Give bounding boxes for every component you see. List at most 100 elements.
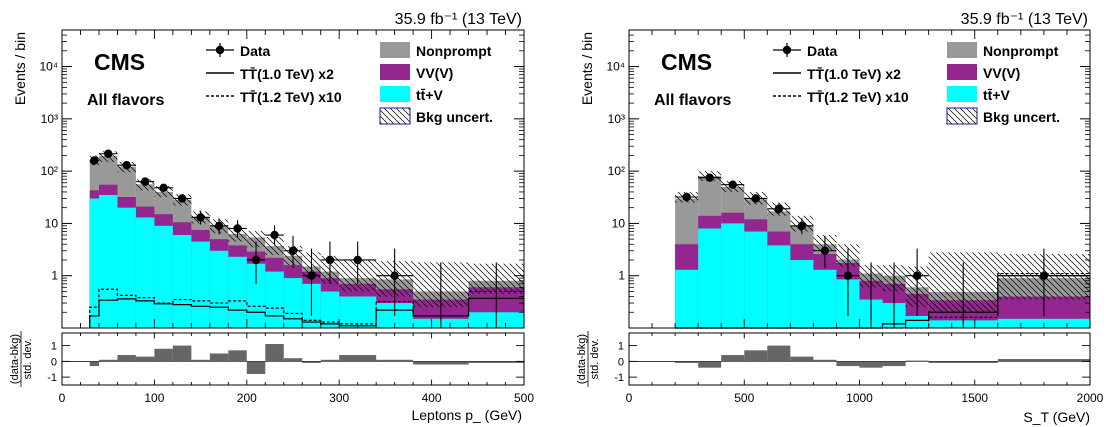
stack-bar-ttv [172, 235, 192, 328]
y-tick-label: 10³ [608, 112, 625, 126]
stack-bar-ttv [767, 245, 791, 328]
y-tick-label: 10³ [41, 112, 58, 126]
ratio-bar [698, 361, 722, 368]
ratio-y-tick-label: 1 [51, 341, 57, 353]
stack-bar-ttv [744, 231, 768, 328]
legend-data-marker [782, 45, 792, 55]
data-point [122, 160, 131, 170]
ratio-y-label: (data-bkg) std. dev. [576, 331, 601, 387]
legend-signal2-label: TT̄(1.2 TeV) x10 [807, 88, 909, 105]
data-point [751, 194, 760, 203]
ratio-bar [302, 361, 321, 363]
legend-signal2-label: TT̄(1.2 TeV) x10 [240, 88, 342, 105]
lumi-header: 35.9 fb⁻¹ (13 TeV) [961, 11, 1088, 28]
legend-signal1-label: TT̄(1.0 TeV) x2 [240, 65, 334, 82]
legend-bkg3-label: tt̄+V [416, 87, 444, 103]
legend-bkg1-label: Nonprompt [983, 43, 1059, 59]
x-tick-label: 1000 [846, 391, 873, 405]
legend-bkg2-swatch [947, 64, 977, 80]
stack-bar-ttv [721, 223, 745, 328]
data-point [325, 255, 335, 265]
ratio-bar [376, 359, 414, 362]
ratio-y-label-bottom: std. dev. [589, 339, 601, 380]
stack-bar-ttv [283, 278, 303, 328]
ratio-y-tick-label: -1 [47, 372, 57, 384]
ratio-bar [905, 360, 929, 362]
legend-data-marker [215, 45, 225, 55]
stack-bar-ttv [813, 269, 837, 328]
y-tick-label: 10⁴ [39, 60, 58, 74]
x-tick-label: 500 [514, 391, 534, 405]
stack-bar-ttv [209, 250, 229, 328]
cms-label: CMS [94, 49, 145, 75]
x-axis-label: S_T (GeV) [1023, 409, 1090, 425]
legend-bkg3-swatch [947, 86, 977, 102]
data-point [196, 213, 205, 222]
y-axis-label: Events / bin [12, 32, 28, 105]
cms-label: CMS [661, 49, 712, 75]
channel-label: All flavors [87, 92, 164, 109]
ratio-frame [628, 332, 1091, 386]
ratio-bar [89, 361, 99, 367]
data-point [774, 204, 784, 214]
ratio-y-label-top: (data-bkg) [576, 334, 588, 384]
legend-data-label: Data [807, 43, 838, 59]
data-point [214, 221, 224, 231]
ratio-bar [339, 355, 377, 362]
legend-signal1-label: TT̄(1.0 TeV) x2 [807, 65, 901, 82]
lumi-header: 35.9 fb⁻¹ (13 TeV) [395, 11, 522, 28]
ratio-bar [882, 361, 906, 367]
ratio-bar [172, 345, 192, 362]
legend-unc-swatch [379, 107, 411, 125]
legend-bkg2-label: VV(V) [416, 65, 453, 81]
data-point [912, 271, 922, 280]
ratio-y-tick-label: 0 [51, 356, 57, 368]
ratio-bar [836, 361, 860, 367]
data-point [1039, 271, 1049, 280]
ratio-frame [61, 332, 525, 386]
x-tick-label: 0 [626, 391, 633, 405]
y-axis-label: Events / bin [579, 32, 595, 105]
y-tick-label: 10² [41, 164, 58, 178]
ratio-bar [265, 344, 284, 362]
ratio-bar [191, 359, 210, 362]
y-tick-label: 10 [612, 216, 626, 230]
ratio-bar [790, 356, 814, 362]
x-tick-label: 500 [734, 391, 754, 405]
x-tick-label: 100 [144, 391, 164, 405]
data-point [797, 221, 807, 231]
legend-unc-label: Bkg uncert. [416, 109, 493, 125]
ratio-bar [246, 361, 266, 374]
data-point [90, 156, 99, 165]
x-tick-label: 1500 [961, 391, 988, 405]
ratio-bar [209, 353, 229, 362]
stack-bar-ttv [790, 259, 814, 328]
data-point [288, 246, 298, 255]
y-tick-label: 10 [45, 216, 59, 230]
uncertainty-band [265, 236, 284, 255]
legend-bkg3-label: tt̄+V [983, 87, 1011, 103]
data-point [728, 180, 737, 189]
x-tick-label: 200 [237, 391, 257, 405]
legend-bkg3-swatch [380, 86, 410, 102]
data-point [390, 271, 399, 280]
data-point [307, 271, 316, 280]
ratio-bar [675, 361, 699, 363]
data-point [251, 255, 261, 265]
y-tick-label: 1 [51, 269, 58, 283]
ratio-bar [98, 359, 118, 362]
data-point [233, 224, 242, 233]
stack-bar-ttv [191, 241, 210, 328]
ratio-bar [413, 361, 469, 365]
x-tick-label: 300 [329, 391, 349, 405]
data-point [820, 246, 830, 255]
ratio-bar [928, 361, 998, 363]
ratio-bar [283, 358, 303, 362]
legend-bkg1-swatch [947, 42, 977, 58]
data-point [104, 149, 113, 158]
ratio-bar [228, 350, 247, 362]
ratio-bar [721, 355, 745, 362]
